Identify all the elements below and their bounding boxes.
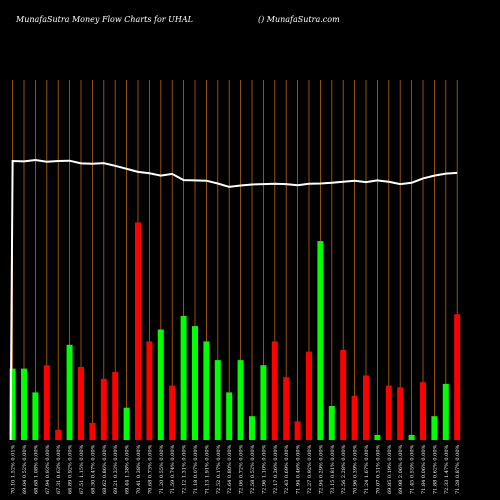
x-tick-label: 69.04 0.52% 0.00% (22, 444, 28, 494)
x-tick-label: 72.12 1.31% 0.00% (182, 444, 188, 494)
flow-bar (271, 341, 278, 440)
flow-bar (442, 383, 449, 440)
x-tick-label: 72.94 0.29% 0.00% (318, 444, 324, 494)
flow-bar (454, 314, 461, 440)
x-tick-label: 68.62 0.86% 0.00% (102, 444, 108, 494)
flow-bar (123, 407, 130, 440)
flow-bar (135, 222, 141, 440)
x-tick-label: 72.27 0.92% 0.00% (307, 444, 313, 494)
flow-bar (192, 326, 198, 440)
site-credit: () MunafaSutra.com (258, 15, 340, 24)
x-tick-label: 72.33 1.47% 0.00% (444, 444, 450, 494)
chart-title: MunafaSutra Money Flow Charts for UHAL (16, 15, 193, 24)
flow-bar (397, 387, 404, 440)
flow-bar (43, 365, 50, 440)
flow-bar (100, 378, 107, 440)
x-tick-label: 67.31 0.63% 0.00% (56, 444, 62, 494)
x-tick-label: 70.10 1.52% 0.01% (11, 444, 17, 494)
x-tick-label: 72.43 0.69% 0.00% (284, 444, 290, 494)
flow-bars (9, 222, 461, 440)
x-tick-label: 71.88 0.62% 0.00% (432, 444, 438, 494)
flow-bar (260, 365, 267, 440)
x-tick-label: 68.30 0.47% 0.00% (90, 444, 96, 494)
x-tick-label: 71.13 1.91% 0.00% (204, 444, 210, 494)
flow-bar (420, 382, 426, 440)
flow-bar (328, 406, 335, 440)
x-tick-label: 72.56 2.28% 0.00% (341, 444, 347, 494)
price-line (9, 158, 458, 441)
flow-bar (249, 416, 255, 440)
x-tick-label: 69.85 0.19% 0.00% (387, 444, 393, 494)
flow-bar (317, 241, 324, 440)
flow-bar (180, 315, 187, 440)
flow-bar (78, 366, 84, 440)
flow-bar (351, 395, 358, 440)
x-tick-label: 71.94 0.46% 0.00% (296, 444, 302, 494)
flow-bar (55, 429, 62, 440)
x-tick-label: 67.94 0.93% 0.00% (45, 444, 51, 494)
x-tick-label: 71.24 1.67% 0.00% (364, 444, 370, 494)
x-tick-label: 72.06 0.72% 0.00% (239, 444, 245, 494)
flow-bar (203, 341, 210, 440)
flow-bar (32, 392, 39, 440)
x-tick-label: 72.17 0.36% 0.00% (273, 444, 279, 494)
flow-bar (283, 377, 290, 440)
x-tick-label: 72.96 1.10% 0.00% (261, 444, 267, 494)
flow-bar (89, 423, 96, 440)
x-tick-label: 70.41 0.38% 0.00% (136, 444, 142, 494)
flow-bar (146, 341, 153, 440)
x-tick-label: 71.28 0.87% 0.00% (455, 444, 461, 494)
x-tick-label: 72.58 0.52% 0.00% (250, 444, 256, 494)
x-tick-label: 71.59 0.74% 0.00% (170, 444, 176, 494)
x-tick-label: 71.18 0.07% 0.00% (193, 444, 199, 494)
x-tick-label: 67.51 1.15% 0.00% (79, 444, 85, 494)
flow-bar (363, 375, 369, 440)
flow-bar (294, 421, 301, 440)
x-tick-label: 66.89 0.92% 0.00% (68, 444, 74, 494)
x-tick-label: 71.20 0.55% 0.00% (159, 444, 165, 494)
price-line-layer (9, 158, 458, 441)
flow-bar (226, 392, 233, 440)
x-tick-label: 69.98 2.06% 0.00% (398, 444, 404, 494)
x-tick-label: 72.64 0.80% 0.00% (227, 444, 233, 494)
x-tick-label: 71.45 0.55% 0.00% (410, 444, 416, 494)
flow-bar (340, 349, 347, 440)
x-tick-label: 69.44 1.38% 0.00% (125, 444, 131, 494)
x-tick-label: 70.68 0.73% 0.00% (147, 444, 153, 494)
flow-bar (169, 385, 176, 440)
x-tick-label: 68.68 1.08% 0.00% (33, 444, 39, 494)
flow-bar (431, 416, 438, 440)
flow-bar (306, 351, 312, 440)
flow-bar (112, 372, 119, 440)
flow-bar (214, 360, 221, 440)
flow-bar (408, 434, 415, 440)
x-tick-label: 70.96 0.39% 0.00% (353, 444, 359, 494)
x-tick-label: 73.15 0.81% 0.00% (330, 444, 336, 494)
flow-bar (66, 344, 73, 440)
flow-bar (374, 434, 381, 440)
flow-bar (9, 368, 16, 440)
x-tick-label: 69.21 0.33% 0.00% (113, 444, 119, 494)
flow-bar (237, 360, 244, 440)
x-tick-label: 72.52 0.17% 0.00% (216, 444, 222, 494)
x-tick-label: 70.07 0.31% 0.00% (375, 444, 381, 494)
flow-bar (21, 368, 27, 440)
x-tick-label: 71.84 0.06% 0.00% (421, 444, 427, 494)
tick-labels: 70.10 1.52% 0.01% 69.04 0.52% 0.00% 68.68 … (11, 444, 462, 494)
flow-bar (157, 329, 164, 440)
flow-bar (385, 385, 392, 440)
